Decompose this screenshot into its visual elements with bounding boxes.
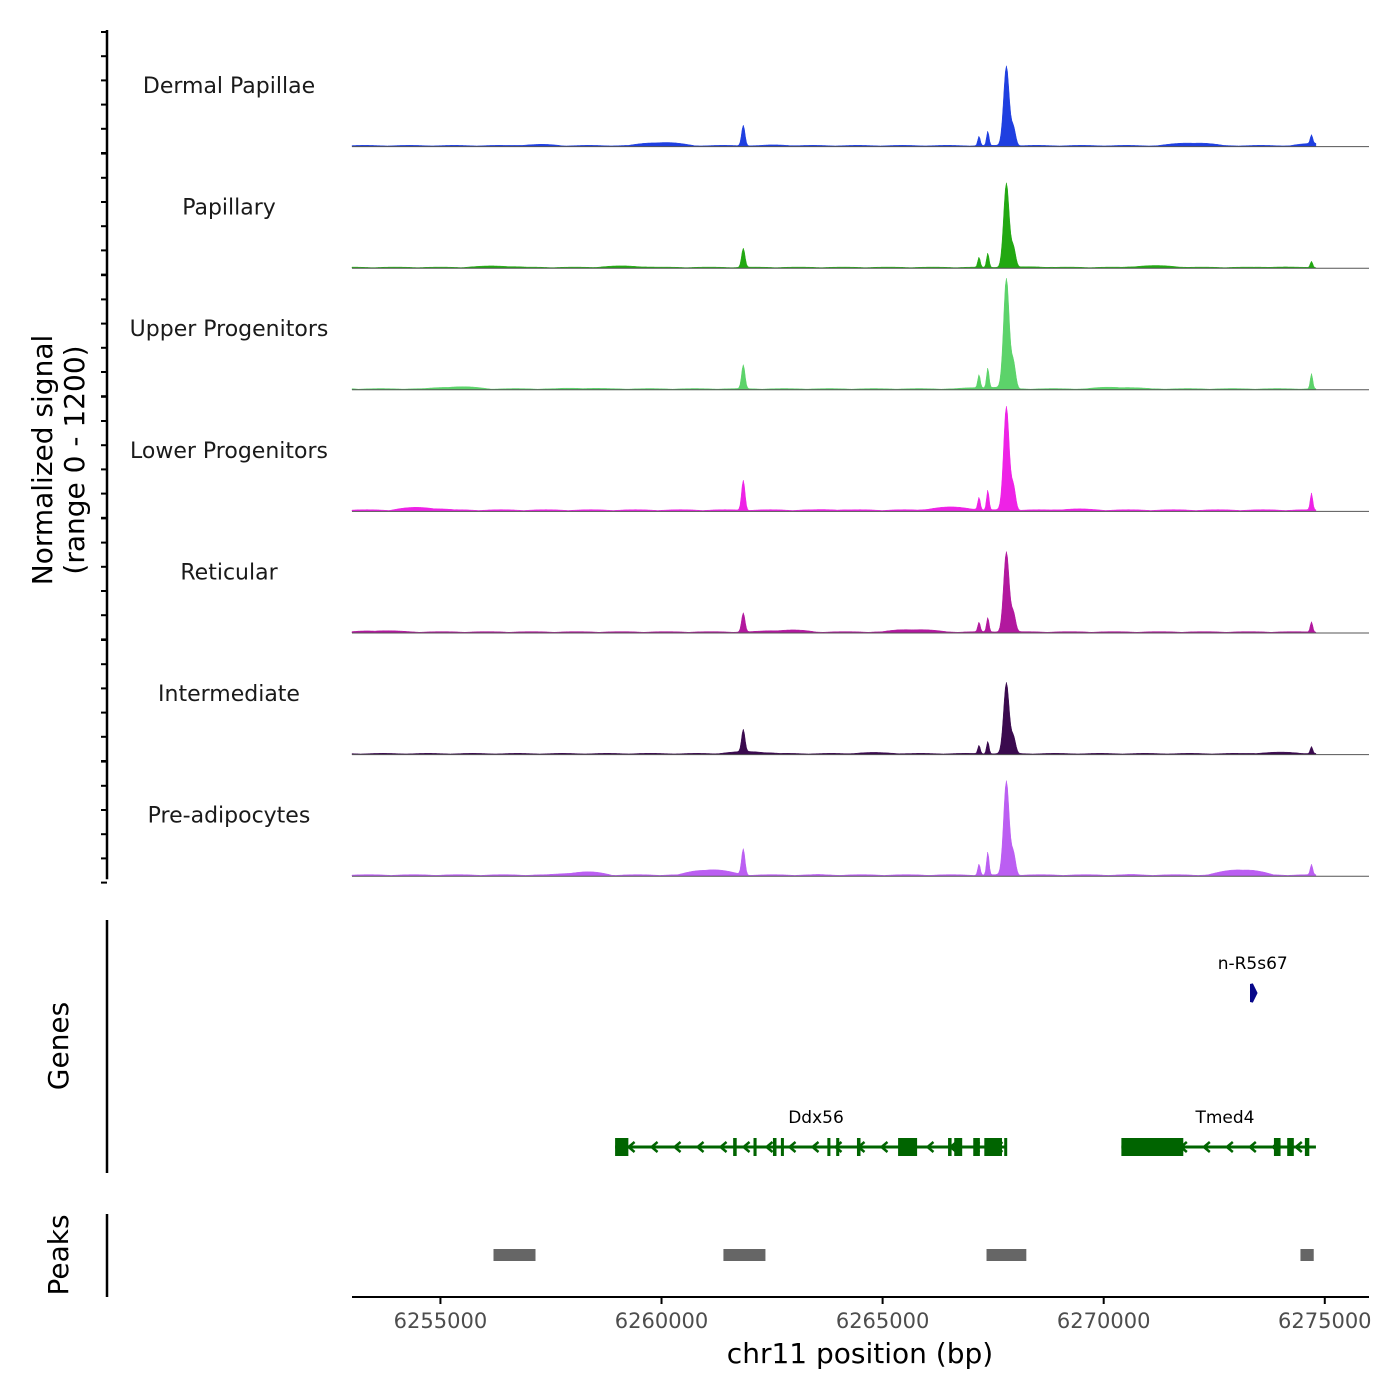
x-axis-ticks: 6255000 6260000 6265000 6270000 6275000 <box>394 1297 1372 1333</box>
peak-region <box>1300 1249 1314 1261</box>
gene-exon <box>753 1138 757 1156</box>
gene-exon <box>898 1138 918 1156</box>
strand-arrow <box>626 1141 636 1153</box>
strand-arrow <box>1247 1141 1257 1153</box>
strand-arrow <box>879 1141 889 1153</box>
peak-region <box>493 1249 536 1261</box>
strand-arrow <box>1224 1141 1234 1153</box>
gene-label: Tmed4 <box>1194 1108 1254 1128</box>
strand-arrow <box>810 1141 820 1153</box>
x-axis-title: chr11 position (bp) <box>727 1337 993 1370</box>
strand-arrow <box>764 1141 774 1153</box>
peaks-panel <box>493 1249 1314 1261</box>
strand-arrow <box>672 1141 682 1153</box>
gene-ddx56: Ddx56 <box>615 1108 1008 1156</box>
gene-exon <box>954 1138 963 1156</box>
gene-exon <box>1121 1138 1184 1156</box>
track-label: Intermediate <box>158 682 300 707</box>
strand-arrow <box>718 1141 728 1153</box>
coverage-panel: Dermal Papillae Papillary Upper Progenitor… <box>130 65 1369 877</box>
coverage-area-5 <box>351 551 1317 634</box>
x-tick-label: 6265000 <box>836 1309 930 1333</box>
coverage-area-7 <box>351 780 1317 877</box>
x-tick-label: 6275000 <box>1278 1309 1372 1333</box>
strand-arrow <box>1293 1141 1303 1153</box>
x-tick-label: 6255000 <box>394 1309 488 1333</box>
peaks-track-label: Peaks <box>42 1214 75 1295</box>
gene-exon <box>1273 1138 1281 1156</box>
y-axis-title: Normalized signal <box>26 335 59 586</box>
gene-exon <box>1304 1138 1310 1156</box>
gene-label: n-R5s67 <box>1218 954 1288 974</box>
gene-marker <box>1250 983 1258 1003</box>
track-label: Reticular <box>180 560 278 585</box>
y-axis-range-label: (range 0 - 1200) <box>58 345 91 574</box>
gene-exon <box>780 1138 784 1156</box>
track-label: Upper Progenitors <box>130 317 329 342</box>
x-tick-label: 6270000 <box>1057 1309 1151 1333</box>
gene-exon <box>836 1138 840 1156</box>
gene-tmed4: Tmed4 <box>1121 1108 1316 1156</box>
gene-exon <box>733 1138 737 1156</box>
coverage-area-1 <box>351 65 1317 147</box>
coverage-area-4 <box>351 406 1317 512</box>
coverage-area-2 <box>351 182 1317 269</box>
gene-exon <box>772 1138 777 1156</box>
genes-panel: n-R5s67 Ddx56 Tmed4 <box>615 954 1316 1156</box>
coverage-area-3 <box>351 278 1317 391</box>
strand-arrow <box>1201 1141 1211 1153</box>
track-label: Papillary <box>182 196 276 221</box>
gene-exon <box>984 1138 1002 1156</box>
x-tick-label: 6260000 <box>615 1309 709 1333</box>
gene-exon <box>1004 1138 1008 1156</box>
gene-exon <box>615 1138 629 1156</box>
gene-exon <box>827 1138 831 1156</box>
strand-arrow <box>925 1141 935 1153</box>
gene-exon <box>973 1138 980 1156</box>
gene-exon <box>1287 1138 1294 1156</box>
strand-arrow <box>741 1141 751 1153</box>
genes-track-label: Genes <box>42 1002 75 1090</box>
peak-region <box>723 1249 766 1261</box>
peak-region <box>986 1249 1027 1261</box>
gene-label: Ddx56 <box>788 1108 844 1128</box>
strand-arrow <box>695 1141 705 1153</box>
track-label: Pre-adipocytes <box>148 804 311 829</box>
strand-arrow <box>787 1141 797 1153</box>
strand-arrow <box>833 1141 843 1153</box>
track-label: Lower Progenitors <box>130 439 328 464</box>
gene-n-r5s67: n-R5s67 <box>1218 954 1288 1003</box>
coverage-area-6 <box>351 682 1317 755</box>
track-label: Dermal Papillae <box>143 74 315 99</box>
y-axis-ticks <box>101 30 109 884</box>
gene-exon <box>948 1138 952 1156</box>
strand-arrow <box>649 1141 659 1153</box>
gene-exon <box>856 1138 861 1156</box>
